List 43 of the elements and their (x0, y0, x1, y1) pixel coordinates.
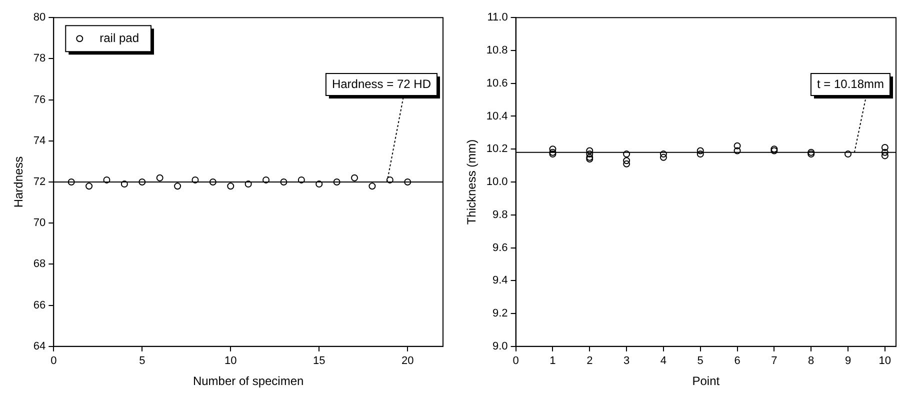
x-tick-label: 15 (312, 355, 326, 368)
y-tick-label: 9.4 (492, 274, 508, 287)
y-tick-label: 80 (33, 12, 46, 24)
x-tick-label: 6 (734, 355, 740, 368)
y-tick-label: 9.6 (492, 242, 508, 254)
x-tick-label: 3 (623, 355, 630, 368)
y-axis-title: Thickness (mm) (464, 139, 479, 225)
x-tick-label: 20 (401, 355, 414, 368)
x-tick-label: 4 (660, 355, 667, 368)
y-tick-label: 74 (33, 134, 46, 147)
y-tick-label: 10.0 (486, 176, 508, 188)
y-tick-label: 68 (33, 258, 46, 270)
x-tick-label: 9 (844, 355, 852, 368)
y-tick-label: 64 (33, 340, 46, 352)
x-tick-label: 7 (771, 355, 778, 368)
x-tick-label: 2 (586, 355, 593, 368)
y-tick-label: 78 (33, 52, 46, 65)
x-tick-label: 8 (808, 355, 814, 368)
y-tick-label: 10.8 (486, 44, 508, 57)
ref-line-label: Hardness = 72 HD (332, 76, 432, 91)
y-tick-label: 72 (33, 176, 46, 188)
x-axis-title: Number of specimen (192, 374, 304, 388)
y-tick-label: 10.4 (486, 110, 508, 122)
y-tick-label: 70 (33, 217, 46, 230)
y-tick-label: 10.6 (486, 77, 508, 90)
x-tick-label: 0 (512, 355, 519, 368)
legend-label: rail pad (100, 30, 139, 45)
y-axis-title: Hardness (12, 156, 26, 208)
x-tick-label: 1 (550, 355, 556, 368)
y-tick-label: 9.8 (492, 208, 508, 221)
ref-line-label: t = 10.18mm (816, 76, 884, 91)
x-tick-label: 10 (224, 355, 237, 368)
y-tick-label: 9.0 (492, 340, 508, 352)
y-tick-label: 76 (33, 94, 46, 106)
y-tick-label: 9.2 (492, 308, 508, 320)
y-tick-label: 66 (33, 299, 46, 312)
x-tick-label: 5 (139, 355, 146, 368)
x-tick-label: 5 (697, 355, 704, 368)
y-tick-label: 11.0 (487, 12, 508, 24)
y-tick-label: 10.2 (486, 143, 508, 156)
x-tick-label: 10 (878, 355, 892, 368)
x-tick-label: 0 (50, 355, 57, 368)
x-axis-title: Point (692, 374, 720, 388)
